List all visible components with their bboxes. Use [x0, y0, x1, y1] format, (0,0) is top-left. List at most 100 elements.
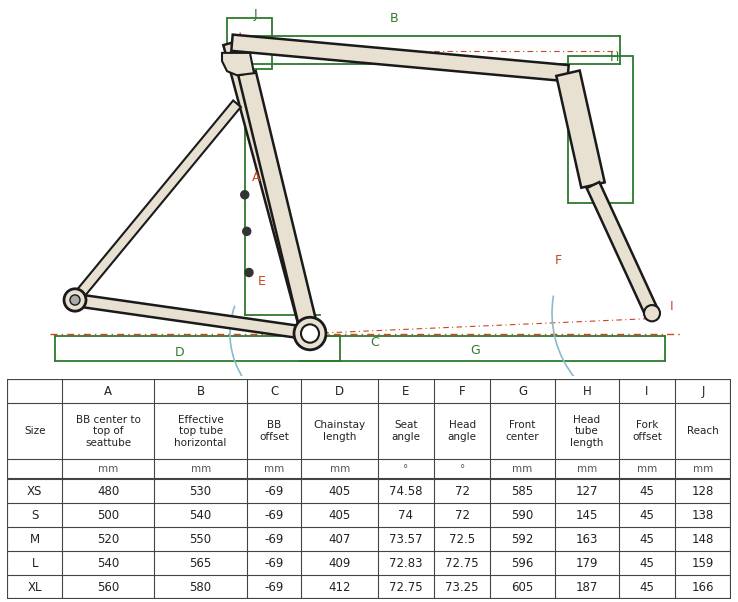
Circle shape: [64, 289, 86, 311]
Text: D: D: [175, 346, 184, 359]
Text: BB center to
top of
seattube: BB center to top of seattube: [76, 415, 141, 448]
Text: D: D: [335, 385, 344, 398]
Text: 72.5: 72.5: [449, 533, 475, 545]
Text: 45: 45: [640, 580, 655, 594]
Text: Fork
offset: Fork offset: [632, 420, 662, 442]
Text: A: A: [104, 385, 112, 398]
Text: F: F: [459, 385, 466, 398]
Text: B: B: [196, 385, 204, 398]
Text: 179: 179: [576, 556, 598, 569]
Text: -69: -69: [264, 485, 284, 498]
Text: mm: mm: [330, 464, 350, 474]
Text: Chainstay
length: Chainstay length: [314, 420, 366, 442]
Polygon shape: [74, 294, 311, 340]
Text: 560: 560: [97, 580, 120, 594]
Text: H: H: [582, 385, 591, 398]
Text: 45: 45: [640, 509, 655, 521]
Text: 520: 520: [97, 533, 120, 545]
Text: I: I: [645, 385, 649, 398]
Text: -69: -69: [264, 509, 284, 521]
Text: mm: mm: [264, 464, 284, 474]
Text: 596: 596: [511, 556, 534, 569]
Text: Effective
top tube
horizontal: Effective top tube horizontal: [174, 415, 227, 448]
Text: F: F: [555, 255, 562, 267]
Circle shape: [245, 268, 253, 276]
Text: J: J: [701, 385, 705, 398]
Circle shape: [644, 305, 660, 321]
Text: 72.75: 72.75: [446, 556, 479, 569]
Circle shape: [294, 317, 326, 350]
Text: 580: 580: [190, 580, 212, 594]
Text: 405: 405: [328, 485, 351, 498]
Text: mm: mm: [190, 464, 211, 474]
Text: 540: 540: [190, 509, 212, 521]
Text: 73.25: 73.25: [446, 580, 479, 594]
Text: -69: -69: [264, 580, 284, 594]
Text: C: C: [370, 336, 379, 349]
Text: -69: -69: [264, 533, 284, 545]
Text: mm: mm: [576, 464, 597, 474]
Text: Seat
angle: Seat angle: [391, 420, 421, 442]
Polygon shape: [238, 71, 319, 336]
Text: 45: 45: [640, 533, 655, 545]
Text: 550: 550: [190, 533, 212, 545]
Text: B: B: [390, 13, 399, 25]
Text: 590: 590: [511, 509, 534, 521]
Circle shape: [70, 295, 80, 305]
Text: E: E: [258, 275, 266, 288]
Text: XS: XS: [27, 485, 42, 498]
Text: XL: XL: [27, 580, 42, 594]
Text: mm: mm: [98, 464, 118, 474]
Polygon shape: [231, 34, 569, 81]
Text: 540: 540: [97, 556, 120, 569]
Text: 72: 72: [455, 509, 469, 521]
Polygon shape: [587, 182, 658, 316]
Text: 592: 592: [511, 533, 534, 545]
Text: 74: 74: [399, 509, 413, 521]
Text: Size: Size: [24, 426, 46, 436]
Text: mm: mm: [512, 464, 533, 474]
Text: mm: mm: [637, 464, 657, 474]
Text: S: S: [31, 509, 38, 521]
Text: mm: mm: [693, 464, 713, 474]
Text: 412: 412: [328, 580, 351, 594]
Text: 187: 187: [576, 580, 598, 594]
Text: Head
tube
length: Head tube length: [570, 415, 604, 448]
Text: 45: 45: [640, 485, 655, 498]
Text: 72.83: 72.83: [389, 556, 423, 569]
Text: 128: 128: [692, 485, 714, 498]
Text: 138: 138: [692, 509, 714, 521]
Text: 127: 127: [576, 485, 598, 498]
Polygon shape: [71, 101, 241, 303]
Text: 409: 409: [328, 556, 351, 569]
Bar: [227, 18, 272, 69]
Text: 148: 148: [692, 533, 714, 545]
Text: L: L: [32, 556, 38, 569]
Text: A: A: [252, 171, 261, 184]
Text: 500: 500: [97, 509, 120, 521]
Polygon shape: [222, 53, 254, 75]
Text: G: G: [470, 344, 480, 357]
Polygon shape: [224, 40, 319, 336]
Text: Front
center: Front center: [506, 420, 539, 442]
Text: Head
angle: Head angle: [448, 420, 477, 442]
Text: I: I: [670, 300, 674, 313]
Text: 45: 45: [640, 556, 655, 569]
Text: J: J: [254, 8, 258, 21]
Text: 159: 159: [692, 556, 714, 569]
Text: Reach: Reach: [687, 426, 719, 436]
Circle shape: [301, 324, 319, 343]
Text: 72: 72: [455, 485, 469, 498]
Text: 163: 163: [576, 533, 598, 545]
Text: 74.58: 74.58: [389, 485, 423, 498]
Text: 145: 145: [576, 509, 598, 521]
Text: 73.57: 73.57: [389, 533, 423, 545]
Text: 72.75: 72.75: [389, 580, 423, 594]
Text: G: G: [518, 385, 527, 398]
Text: 585: 585: [511, 485, 534, 498]
Text: 407: 407: [328, 533, 351, 545]
Text: M: M: [30, 533, 40, 545]
Bar: [568, 56, 633, 203]
Text: 605: 605: [511, 580, 534, 594]
Text: H: H: [610, 51, 619, 64]
